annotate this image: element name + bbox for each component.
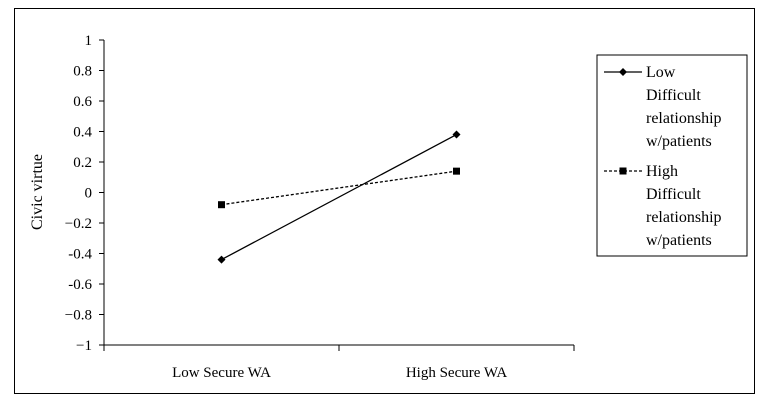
legend-label-2: w/patients (646, 232, 712, 249)
series-line-1 (221, 133, 457, 261)
y-tick-label: 0.6 (73, 94, 92, 110)
legend: Low Difficult relationship w/patients High Di… (604, 64, 722, 249)
legend-marker-1 (619, 68, 627, 76)
legend-label-2: High (646, 163, 678, 180)
y-tick-label: -0.4 (68, 247, 92, 263)
x-tick-label: High Secure WA (406, 365, 508, 381)
legend-label-2: Difficult (646, 186, 701, 203)
legend-label-1: w/patients (646, 133, 712, 150)
y-ticks: 1 0.8 0.6 0.4 0.2 0 −0.2 -0.4 -0.6 −0.8 −1 (65, 33, 104, 354)
y-tick-label: 0.4 (73, 125, 92, 141)
y-tick-label: 1 (85, 33, 93, 49)
data-point (452, 130, 461, 139)
y-axis-title: Civic virtue (29, 154, 46, 230)
y-tick-label: 0.2 (73, 155, 92, 171)
legend-label-2: relationship (646, 209, 722, 226)
y-tick-label: −1 (76, 338, 92, 354)
data-point (453, 167, 460, 175)
series-group (217, 130, 461, 264)
x-ticks: Low Secure WA High Secure WA (103, 345, 575, 381)
x-tick-label: Low Secure WA (172, 365, 271, 381)
y-tick-label: 0 (85, 186, 93, 202)
legend-label-1: Low (646, 64, 676, 81)
y-tick-label: -0.6 (68, 277, 92, 293)
legend-label-1: Difficult (646, 87, 701, 104)
legend-box (596, 54, 748, 257)
data-point (217, 255, 226, 264)
legend-label-1: relationship (646, 110, 722, 127)
y-tick-label: −0.2 (65, 216, 92, 232)
data-point (218, 201, 225, 209)
y-tick-label: −0.8 (65, 308, 92, 324)
legend-marker-2 (619, 167, 627, 175)
series-line-2 (221, 170, 457, 206)
y-tick-label: 0.8 (73, 64, 92, 80)
